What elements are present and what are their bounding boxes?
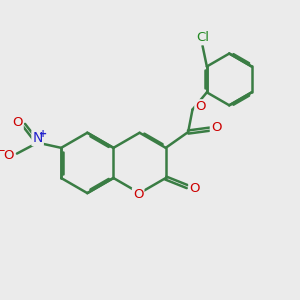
Text: O: O: [4, 148, 14, 161]
Text: +: +: [39, 129, 47, 139]
Text: O: O: [195, 100, 206, 113]
Text: O: O: [12, 116, 23, 129]
Text: O: O: [133, 188, 143, 201]
Text: O: O: [189, 182, 200, 195]
Text: N: N: [32, 131, 43, 145]
Text: –: –: [0, 144, 5, 157]
Text: O: O: [211, 121, 221, 134]
Text: Cl: Cl: [196, 31, 209, 44]
